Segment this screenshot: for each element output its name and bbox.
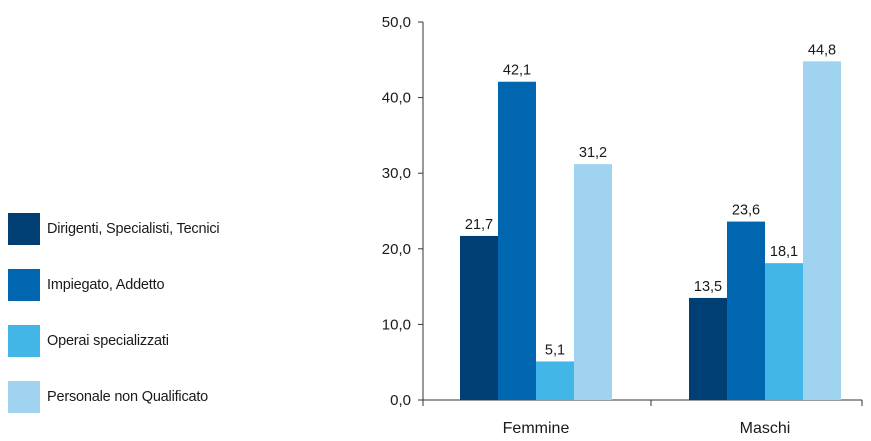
y-tick-label: 20,0 xyxy=(382,241,411,258)
y-tick-label: 10,0 xyxy=(382,316,411,333)
legend-swatch xyxy=(8,269,40,301)
data-label: 13,5 xyxy=(694,279,722,295)
bar xyxy=(689,297,727,400)
legend-item: Personale non Qualificato xyxy=(8,381,328,413)
y-tick-label: 0,0 xyxy=(390,392,411,409)
legend-label: Operai specializzati xyxy=(47,333,169,349)
chart-legend: Dirigenti, Specialisti, Tecnici Impiegato… xyxy=(8,213,328,437)
data-label: 44,8 xyxy=(808,42,836,58)
y-tick-label: 50,0 xyxy=(382,14,411,31)
legend-swatch xyxy=(8,381,40,413)
data-label: 23,6 xyxy=(732,203,760,219)
bar xyxy=(765,263,803,400)
legend-item: Dirigenti, Specialisti, Tecnici xyxy=(8,213,328,245)
y-tick-label: 40,0 xyxy=(382,90,411,107)
bar xyxy=(574,164,612,400)
category-label: Maschi xyxy=(740,420,791,437)
legend-label: Personale non Qualificato xyxy=(47,389,209,405)
data-label: 5,1 xyxy=(545,342,565,358)
data-label: 21,7 xyxy=(465,217,493,233)
data-label: 42,1 xyxy=(503,63,531,79)
legend-label: Dirigenti, Specialisti, Tecnici xyxy=(47,221,220,237)
bar xyxy=(498,81,536,400)
data-label: 18,1 xyxy=(770,244,798,260)
category-label: Femmine xyxy=(503,420,570,437)
bar xyxy=(803,61,841,400)
bar xyxy=(536,361,574,400)
legend-swatch xyxy=(8,213,40,245)
bar xyxy=(727,221,765,400)
legend-label: Impiegato, Addetto xyxy=(47,277,165,293)
legend-swatch xyxy=(8,325,40,357)
bar xyxy=(460,235,498,400)
y-tick-label: 30,0 xyxy=(382,165,411,182)
legend-item: Impiegato, Addetto xyxy=(8,269,328,301)
legend-item: Operai specializzati xyxy=(8,325,328,357)
data-label: 31,2 xyxy=(579,145,607,161)
